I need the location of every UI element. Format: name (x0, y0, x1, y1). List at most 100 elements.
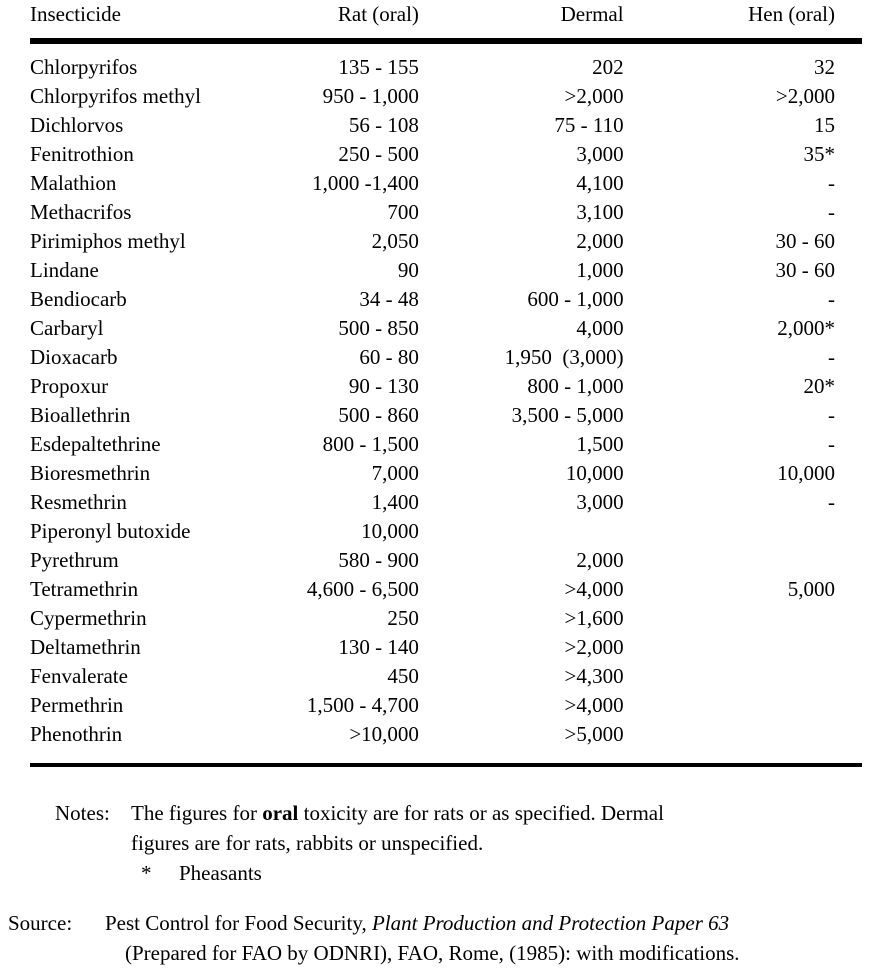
dermal-cell: 800 - 1,000 (527, 374, 624, 398)
hen-oral-cell: - (828, 345, 835, 369)
insecticide-cell: Tetramethrin (30, 577, 139, 601)
source-section: Source: Pest Control for Food Security, … (8, 908, 893, 968)
dermal-cell: >2,000 (564, 84, 624, 108)
hen-oral-cell: - (828, 490, 835, 514)
col-header-dermal: Dermal (418, 2, 624, 44)
table-row: Cypermethrin 250 >1,600 (30, 604, 862, 633)
rat-oral-cell: 580 - 900 (338, 548, 419, 572)
table-row: Fenitrothion 250 - 500 3,000 35* (30, 140, 862, 169)
hen-oral-cell (624, 720, 862, 765)
hen-oral-cell (624, 604, 862, 633)
insecticide-cell: Resmethrin (30, 490, 127, 514)
hen-oral-cell: 32 (814, 55, 835, 79)
hen-oral-cell: 15 (814, 113, 835, 137)
hen-oral-cell: >2,000 (775, 84, 835, 108)
hen-oral-cell: - (828, 171, 835, 195)
rat-oral-cell: 500 - 860 (338, 403, 419, 427)
dermal-cell: 202 (592, 55, 624, 79)
hen-oral-cell: 30 - 60 (775, 229, 836, 253)
header-row: Insecticide Rat (oral) Dermal Hen (oral) (30, 2, 862, 44)
rat-oral-cell: 950 - 1,000 (322, 84, 419, 108)
insecticide-cell: Bioresmethrin (30, 461, 151, 485)
insecticide-cell: Dioxacarb (30, 345, 118, 369)
insecticide-cell: Esdepaltethrine (30, 432, 161, 456)
rat-oral-cell: 2,050 (371, 229, 419, 253)
rat-oral-cell: 135 - 155 (338, 55, 419, 79)
notes-asterisk-row: * Pheasants (131, 858, 861, 888)
hen-oral-cell: 35* (803, 142, 836, 166)
hen-oral-cell (624, 691, 862, 720)
notes-body: The figures for oral toxicity are for ra… (131, 798, 861, 888)
dermal-cell: 3,100 (576, 200, 624, 224)
rat-oral-cell: >10,000 (349, 722, 419, 746)
insecticide-cell: Carbaryl (30, 316, 104, 340)
table-row: Malathion 1,000 -1,400 4,100 - (30, 169, 862, 198)
table-row: Esdepaltethrine 800 - 1,500 1,500 - (30, 430, 862, 459)
dermal-cell: 75 - 110 (554, 113, 624, 137)
insecticide-cell: Pyrethrum (30, 548, 119, 572)
dermal-cell: 1,000 (576, 258, 624, 282)
hen-oral-cell: 10,000 (777, 461, 835, 485)
table-row: Dioxacarb 60 - 80 1,950 (3,000) - (30, 343, 862, 372)
table-row: Piperonyl butoxide 10,000 (30, 517, 862, 546)
dermal-cell: >4,000 (564, 577, 624, 601)
insecticide-cell: Chlorpyrifos methyl (30, 84, 201, 108)
table-row: Propoxur 90 - 130 800 - 1,000 20* (30, 372, 862, 401)
dermal-cell: >4,300 (564, 664, 624, 688)
source-label: Source: (8, 911, 73, 935)
table-row: Chlorpyrifos 135 - 155 202 32 (30, 41, 862, 82)
rat-oral-cell: 7,000 (371, 461, 419, 485)
rat-oral-cell: 60 - 80 (359, 345, 419, 369)
source-line1-italic: Plant Production and Protection Paper 63 (371, 911, 730, 935)
dermal-cell: 2,000 (576, 229, 624, 253)
insecticide-cell: Bendiocarb (30, 287, 127, 311)
hen-oral-cell: - (828, 200, 835, 224)
dermal-cell: >2,000 (564, 635, 624, 659)
rat-oral-cell: 4,600 - 6,500 (306, 577, 419, 601)
col-header-rat-oral: Rat (oral) (273, 2, 419, 44)
asterisk-text: Pheasants (179, 861, 262, 885)
notes-line1-bold: oral (262, 801, 299, 825)
hen-oral-cell: - (828, 432, 835, 456)
table-row: Pyrethrum 580 - 900 2,000 (30, 546, 862, 575)
hen-oral-cell (624, 517, 862, 546)
toxicity-table: Insecticide Rat (oral) Dermal Hen (oral)… (30, 2, 862, 767)
insecticide-cell: Cypermethrin (30, 606, 147, 630)
notes-line1-pre: The figures for (131, 801, 263, 825)
table-row: Bioallethrin 500 - 860 3,500 - 5,000 - (30, 401, 862, 430)
asterisk-symbol: * (141, 861, 152, 885)
dermal-cell: 10,000 (565, 461, 624, 485)
notes-text: The figures for oral toxicity are for ra… (131, 798, 861, 858)
insecticide-cell: Phenothrin (30, 722, 123, 746)
table-row: Fenvalerate 450 >4,300 (30, 662, 862, 691)
dermal-cell: >4,000 (564, 693, 624, 717)
rat-oral-cell: 56 - 108 (348, 113, 419, 137)
notes-section: Notes: The figures for oral toxicity are… (55, 798, 861, 888)
col-header-hen-oral: Hen (oral) (623, 2, 862, 44)
rat-oral-cell: 1,500 - 4,700 (306, 693, 419, 717)
insecticide-cell: Malathion (30, 171, 117, 195)
table-row: Resmethrin 1,400 3,000 - (30, 488, 862, 517)
table-row: Lindane 90 1,000 30 - 60 (30, 256, 862, 285)
hen-oral-cell: 2,000* (777, 316, 835, 340)
table-row: Dichlorvos 56 - 108 75 - 110 15 (30, 111, 862, 140)
notes-line1-post: toxicity are for rats or as specified. D… (298, 801, 664, 825)
table-row: Bendiocarb 34 - 48 600 - 1,000 - (30, 285, 862, 314)
hen-oral-cell: 20* (803, 374, 836, 398)
insecticide-cell: Propoxur (30, 374, 109, 398)
dermal-cell: 1,500 (576, 432, 624, 456)
insecticide-cell: Bioallethrin (30, 403, 131, 427)
source-text: Pest Control for Food Security, Plant Pr… (105, 908, 893, 968)
dermal-cell: 3,000 (576, 142, 624, 166)
table-row: Phenothrin >10,000 >5,000 (30, 720, 862, 765)
insecticide-cell: Methacrifos (30, 200, 132, 224)
table-row: Chlorpyrifos methyl 950 - 1,000 >2,000 >2,0… (30, 82, 862, 111)
rat-oral-cell: 700 (387, 200, 419, 224)
insecticide-cell: Permethrin (30, 693, 124, 717)
dermal-cell: 3,000 (576, 490, 624, 514)
insecticide-cell: Chlorpyrifos (30, 55, 138, 79)
rat-oral-cell: 34 - 48 (359, 287, 419, 311)
dermal-cell: 4,100 (576, 171, 624, 195)
table-row: Permethrin 1,500 - 4,700 >4,000 (30, 691, 862, 720)
dermal-cell: 3,500 - 5,000 (511, 403, 624, 427)
